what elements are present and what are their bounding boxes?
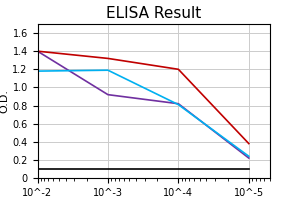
Title: ELISA Result: ELISA Result [106,6,201,21]
Antigen= 10ng [247,157,250,159]
Antigen= 10ng [36,50,39,52]
Antigen= 100ng [106,57,110,60]
Control Antigen = 100ng [36,168,39,170]
Control Antigen = 100ng [177,168,180,170]
Antigen= 50ng [36,70,39,72]
Line: Antigen= 100ng: Antigen= 100ng [38,51,249,144]
Y-axis label: O.D.: O.D. [0,89,10,113]
Line: Antigen= 10ng: Antigen= 10ng [38,51,249,158]
Antigen= 10ng [106,93,110,96]
Line: Antigen= 50ng: Antigen= 50ng [38,70,249,156]
Antigen= 50ng [177,103,180,106]
Antigen= 100ng [177,68,180,70]
Control Antigen = 100ng [247,168,250,170]
Antigen= 50ng [247,155,250,157]
Antigen= 10ng [177,103,180,105]
Antigen= 50ng [106,69,110,71]
Control Antigen = 100ng [106,168,110,170]
Antigen= 100ng [247,142,250,145]
Antigen= 100ng [36,50,39,52]
